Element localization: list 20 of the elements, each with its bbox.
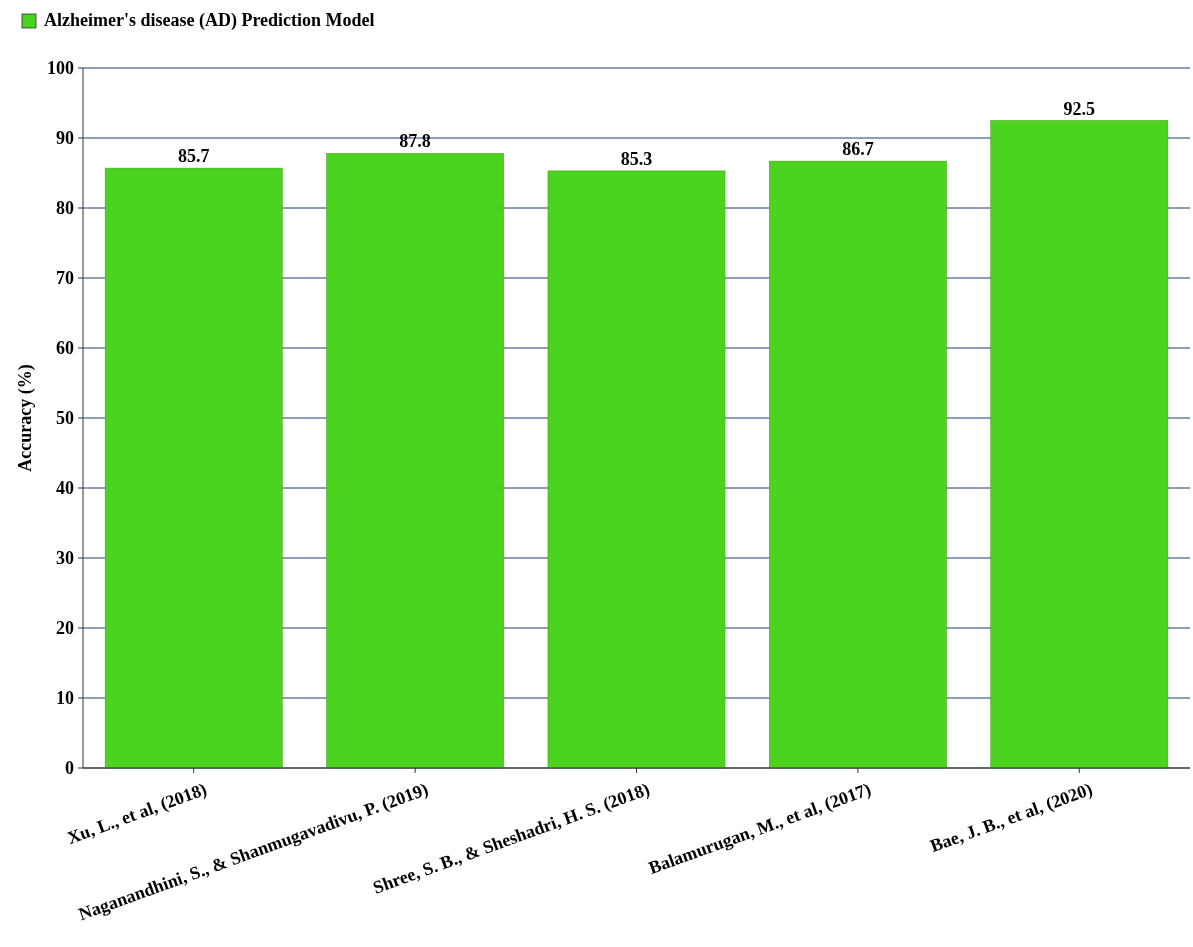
y-tick-label: 20 bbox=[56, 618, 74, 639]
y-tick-label: 10 bbox=[56, 688, 74, 709]
data-label: 87.8 bbox=[399, 131, 431, 152]
x-tick-label: Xu, L., et al, (2018) bbox=[64, 778, 210, 849]
data-label: 86.7 bbox=[842, 139, 874, 160]
y-tick-label: 70 bbox=[56, 268, 74, 289]
y-tick-label: 0 bbox=[65, 758, 74, 779]
y-tick-label: 40 bbox=[56, 478, 74, 499]
data-label: 85.7 bbox=[177, 146, 210, 167]
data-label: 85.3 bbox=[620, 148, 653, 169]
y-tick-label: 30 bbox=[56, 548, 74, 569]
y-tick-label: 80 bbox=[56, 198, 74, 219]
y-tick-label: 100 bbox=[47, 58, 74, 79]
y-tick-label: 60 bbox=[56, 338, 74, 359]
x-tick-label: Bae, J. B., et al, (2020) bbox=[927, 778, 1096, 858]
y-tick-label: 50 bbox=[56, 408, 74, 429]
y-tick-label: 90 bbox=[56, 128, 74, 149]
y-axis-title: Accuracy (%) bbox=[15, 364, 36, 472]
data-label: 92.5 bbox=[1063, 98, 1096, 119]
text: Alzheimer's disease (AD) Prediction Model bbox=[44, 10, 375, 31]
